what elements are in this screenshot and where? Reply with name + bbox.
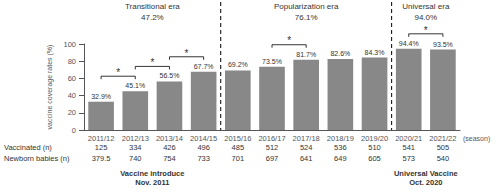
svg-text:0: 0 [72,126,76,135]
svg-text:540: 540 [437,154,450,163]
svg-text:536: 536 [334,143,347,152]
svg-text:47.2%: 47.2% [141,13,164,22]
svg-text:2019/20: 2019/20 [361,134,388,143]
svg-text:334: 334 [129,143,142,152]
svg-text:605: 605 [368,154,381,163]
svg-text:754: 754 [163,154,176,163]
svg-text:Vaccinated (n): Vaccinated (n) [4,143,52,152]
svg-text:84.3%: 84.3% [365,49,385,56]
svg-text:76.1%: 76.1% [295,13,318,22]
svg-text:Vaccine introduce: Vaccine introduce [120,169,184,178]
svg-text:2017/18: 2017/18 [293,134,320,143]
svg-text:701: 701 [232,154,245,163]
svg-text:649: 649 [334,154,347,163]
svg-text:426: 426 [163,143,176,152]
svg-text:541: 541 [402,143,415,152]
svg-text:2012/13: 2012/13 [122,134,149,143]
svg-text:2013/14: 2013/14 [156,134,183,143]
svg-text:100: 100 [63,40,76,49]
svg-text:*: * [185,48,189,59]
svg-text:485: 485 [232,143,245,152]
svg-text:82.6%: 82.6% [330,50,350,57]
svg-text:379.5: 379.5 [92,154,111,163]
svg-text:93.5%: 93.5% [433,41,453,48]
svg-text:81.7%: 81.7% [296,51,316,58]
svg-text:Transitional era: Transitional era [125,2,180,11]
svg-text:Newborn babies (n): Newborn babies (n) [4,154,70,163]
svg-text:125: 125 [95,143,108,152]
svg-text:80: 80 [68,57,76,66]
svg-text:*: * [424,25,428,36]
svg-text:56.5%: 56.5% [160,72,180,79]
svg-text:Oct. 2020: Oct. 2020 [409,178,442,187]
svg-text:73.5%: 73.5% [262,58,282,65]
svg-text:524: 524 [300,143,313,152]
svg-text:Universal era: Universal era [402,2,450,11]
svg-text:(season): (season) [463,135,490,143]
svg-text:Universal Vaccine: Universal Vaccine [394,169,458,178]
svg-text:2018/19: 2018/19 [327,134,354,143]
svg-text:733: 733 [197,154,210,163]
svg-text:*: * [116,67,120,78]
svg-text:60: 60 [68,74,76,83]
svg-text:67.7%: 67.7% [194,63,214,70]
svg-text:vaccine coverage rates (%): vaccine coverage rates (%) [46,45,54,130]
svg-text:32.9%: 32.9% [91,93,111,100]
svg-text:496: 496 [197,143,210,152]
svg-text:2015/16: 2015/16 [224,134,251,143]
svg-text:Nov. 2011: Nov. 2011 [135,178,169,187]
svg-text:2021/22: 2021/22 [429,134,456,143]
svg-text:*: * [150,57,154,68]
svg-text:45.1%: 45.1% [125,82,145,89]
svg-text:20: 20 [68,108,76,117]
svg-text:2020/21: 2020/21 [395,134,422,143]
svg-text:641: 641 [300,154,313,163]
svg-text:505: 505 [437,143,450,152]
svg-text:697: 697 [266,154,279,163]
svg-text:573: 573 [402,154,415,163]
svg-text:*: * [287,35,291,46]
svg-text:510: 510 [368,143,381,152]
svg-text:512: 512 [266,143,279,152]
svg-text:2014/15: 2014/15 [190,134,217,143]
svg-text:69.2%: 69.2% [228,61,248,68]
svg-text:740: 740 [129,154,142,163]
svg-text:40: 40 [68,91,76,100]
svg-text:2011/12: 2011/12 [88,134,115,143]
svg-text:2016/17: 2016/17 [258,134,285,143]
svg-text:94.4%: 94.4% [399,40,419,47]
svg-text:Popularization era: Popularization era [274,2,339,11]
svg-text:94.0%: 94.0% [414,13,437,22]
